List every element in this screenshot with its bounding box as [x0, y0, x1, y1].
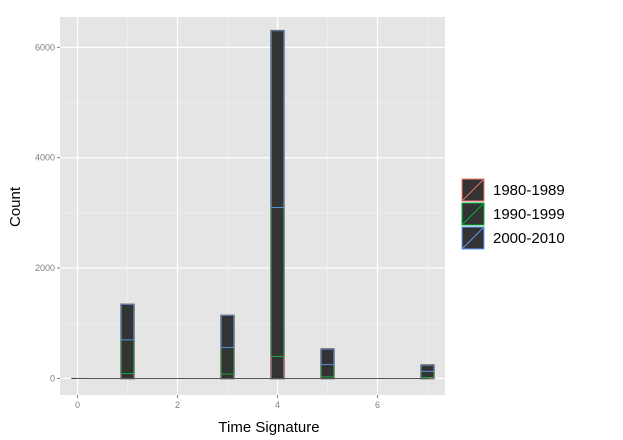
- legend-key-diagonal: [462, 179, 484, 201]
- bar-segment-1990-1999: [420, 370, 435, 378]
- x-tick-label: 6: [375, 400, 380, 410]
- x-axis-ticks: 0 2 4 6: [75, 395, 380, 410]
- legend: 1980-1989 1990-1999 2000-2010: [461, 178, 565, 250]
- bar-segment-2000-2010: [120, 304, 135, 341]
- y-axis-title: Count: [7, 186, 24, 227]
- plot-panel: [60, 17, 445, 395]
- bar-segment-1980-1989: [120, 373, 135, 379]
- legend-key-diagonal: [462, 227, 484, 249]
- bar-segment-2000-2010: [220, 315, 235, 348]
- bar-segment-1980-1989: [220, 373, 235, 379]
- bar-segment-1990-1999: [120, 339, 135, 374]
- y-axis-ticks: 0 2000 4000 6000: [35, 42, 60, 383]
- x-tick-label: 4: [275, 400, 280, 410]
- x-axis-title: Time Signature: [218, 419, 319, 436]
- y-tick-label: 4000: [35, 153, 55, 163]
- bar-segment-1980-1989: [270, 355, 285, 379]
- bar-segment-2000-2010: [420, 364, 435, 372]
- bar-segment-1990-1999: [220, 347, 235, 375]
- y-tick-label: 6000: [35, 42, 55, 52]
- y-tick-label: 0: [50, 373, 55, 383]
- bar-segment-2000-2010: [270, 30, 285, 208]
- bars: [71, 29, 435, 380]
- legend-key-diagonal: [462, 203, 484, 225]
- x-tick-label: 2: [175, 400, 180, 410]
- bar-segment-1990-1999: [270, 206, 285, 357]
- legend-label: 2000-2010: [493, 230, 565, 247]
- bar-segment-2000-2010: [320, 348, 335, 366]
- bar-segment-1990-1999: [320, 364, 335, 378]
- legend-label: 1990-1999: [493, 206, 565, 223]
- x-tick-label: 0: [75, 400, 80, 410]
- y-tick-label: 2000: [35, 263, 55, 273]
- legend-label: 1980-1989: [493, 182, 565, 199]
